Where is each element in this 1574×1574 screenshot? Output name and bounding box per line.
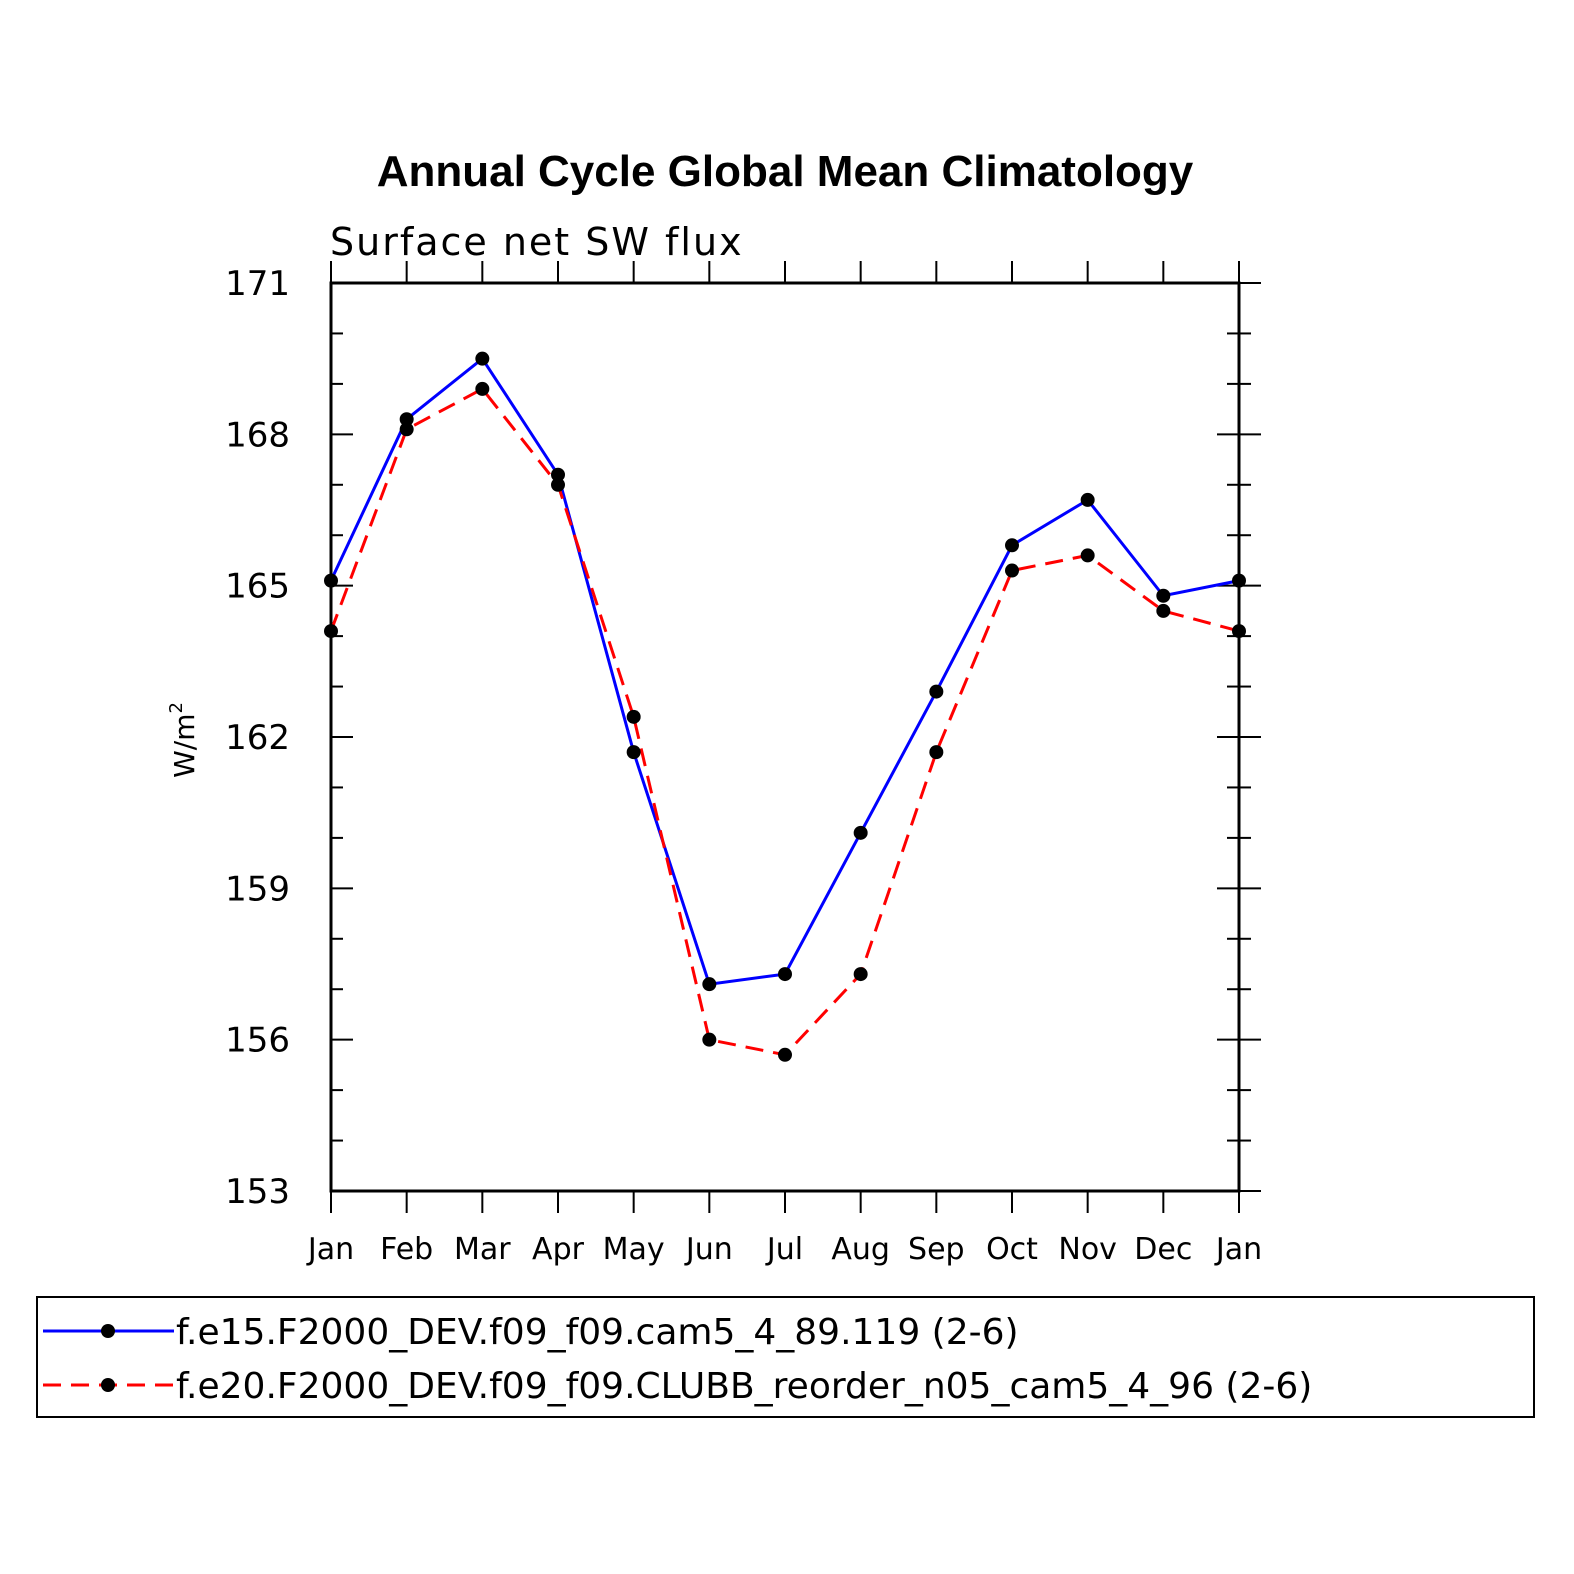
x-tick-label: Sep — [908, 1232, 965, 1267]
series-1-point — [399, 412, 414, 427]
y-tick-label: 153 — [225, 1172, 290, 1212]
series-2-point — [1156, 603, 1171, 618]
x-tick-label: Jul — [765, 1232, 803, 1267]
x-tick-label: Feb — [380, 1232, 433, 1267]
legend-marker-series-1 — [101, 1324, 115, 1338]
x-axis: Jan Feb Mar Apr May Jun Jul Aug Sep Oct Nov Dec Jan — [306, 261, 1262, 1267]
x-tick-label: Dec — [1134, 1232, 1192, 1267]
series-2-point — [1080, 548, 1095, 563]
legend-box — [36, 1296, 1535, 1418]
legend-label-series-2: f.e20.F2000_DEV.f09_f09.CLUBB_reorder_n0… — [176, 1366, 1312, 1407]
x-tick-label: Apr — [532, 1232, 585, 1267]
legend-marker-series-2 — [101, 1378, 115, 1392]
x-tick-label: Jan — [1214, 1232, 1262, 1267]
series-1-point — [1005, 538, 1019, 553]
y-axis-label-superscript: 2 — [166, 702, 187, 713]
series-1-point — [1080, 492, 1095, 507]
series-1-point — [551, 467, 565, 482]
legend-label-series-1: f.e15.F2000_DEV.f09_f09.cam5_4_89.119 (2… — [176, 1312, 1019, 1353]
legend: f.e15.F2000_DEV.f09_f09.cam5_4_89.119 (2… — [36, 1296, 1535, 1418]
series-2-point — [475, 381, 490, 396]
x-tick-label: Nov — [1058, 1232, 1117, 1267]
series-2-point — [778, 1047, 792, 1062]
plot-area: 153 156 159 162 165 168 171 Jan Feb Mar Apr May Jun… — [225, 261, 1262, 1267]
y-axis: 153 156 159 162 165 168 171 — [225, 264, 1261, 1212]
series-1-point — [1156, 588, 1171, 603]
y-tick-label: 156 — [225, 1021, 290, 1061]
legend-entry-1: f.e15.F2000_DEV.f09_f09.cam5_4_89.119 (2… — [43, 1312, 1019, 1353]
y-tick-label: 162 — [225, 718, 290, 758]
legend-entry-2: f.e20.F2000_DEV.f09_f09.CLUBB_reorder_n0… — [43, 1366, 1312, 1407]
y-tick-label: 159 — [225, 869, 290, 909]
series-1-point — [1232, 573, 1246, 588]
y-axis-label: W/m2 — [166, 702, 201, 778]
series-1-point — [853, 825, 868, 840]
y-axis-label-base: W/m — [168, 714, 201, 778]
x-tick-label: Oct — [986, 1232, 1038, 1267]
series-2-point — [1005, 563, 1019, 578]
series-1-point — [929, 684, 944, 699]
x-tick-label: Jun — [684, 1232, 733, 1267]
series-2-point — [929, 745, 944, 760]
series-1-point — [475, 351, 490, 366]
y-tick-label: 168 — [225, 415, 290, 455]
x-tick-label: May — [603, 1232, 665, 1267]
series-1-point — [626, 745, 641, 760]
series-2-point — [399, 422, 414, 437]
series-1-point — [778, 967, 792, 982]
series-1-point — [702, 977, 717, 992]
series-2-point — [626, 709, 641, 724]
series-line-2 — [329, 387, 1240, 1057]
series-1-point — [324, 573, 338, 588]
series-layer — [324, 351, 1246, 1062]
series-2-point — [853, 967, 868, 982]
x-tick-label: Mar — [454, 1232, 511, 1267]
series-line-1 — [329, 356, 1240, 986]
y-tick-label: 171 — [225, 264, 290, 304]
series-2-point — [1232, 624, 1246, 639]
series-2-point — [551, 477, 565, 492]
series-2-point — [324, 624, 338, 639]
series-2-point — [702, 1032, 717, 1047]
chart-subtitle: Surface net SW flux — [330, 220, 744, 264]
chart-title: Annual Cycle Global Mean Climatology — [377, 147, 1194, 196]
y-tick-label: 165 — [225, 567, 290, 607]
x-tick-label: Jan — [306, 1232, 354, 1267]
x-tick-label: Aug — [831, 1232, 890, 1267]
